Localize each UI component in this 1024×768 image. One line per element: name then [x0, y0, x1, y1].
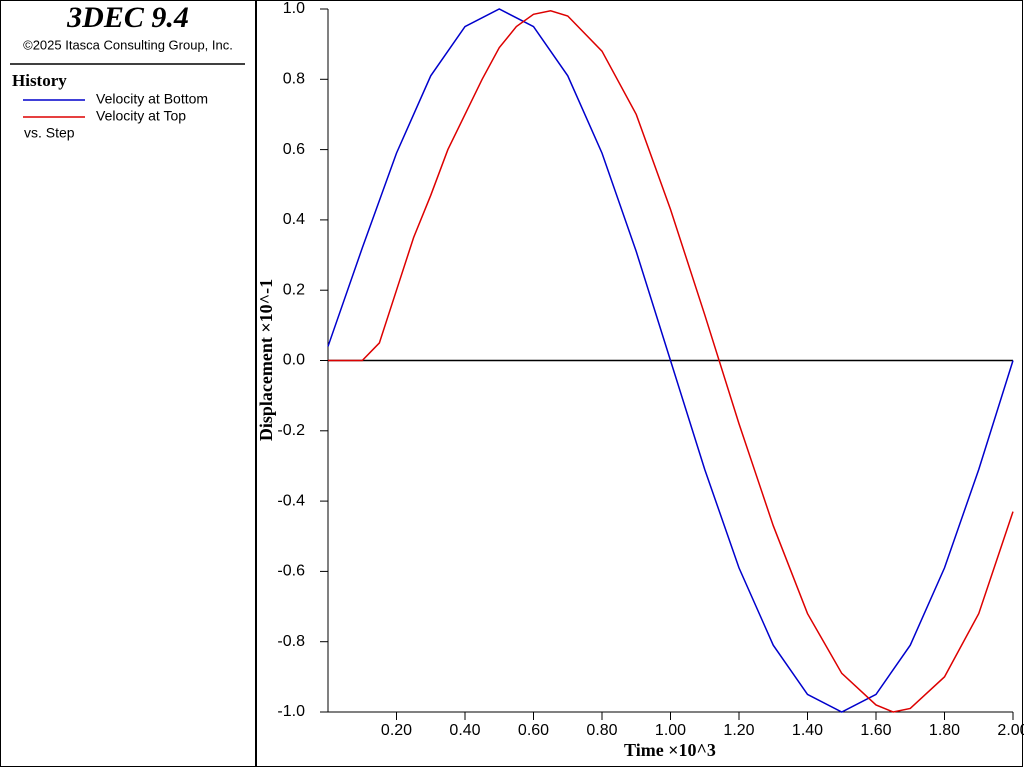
y-tick-label: 1.0 — [283, 0, 305, 17]
x-tick-label: 0.20 — [381, 722, 412, 739]
y-tick-label: 0.2 — [283, 281, 305, 298]
x-tick-label: 0.40 — [449, 722, 480, 739]
y-tick-label: 0.8 — [283, 71, 305, 88]
series-line — [328, 9, 1014, 713]
y-tick-label: -0.6 — [277, 563, 305, 580]
x-tick-label: 1.60 — [860, 722, 891, 739]
y-axis-label: Displacement ×10^-1 — [256, 279, 276, 441]
vs-label: vs. Step — [24, 125, 75, 141]
copyright: ©2025 Itasca Consulting Group, Inc. — [23, 37, 233, 52]
x-axis-label: Time ×10^3 — [624, 740, 716, 760]
y-tick-label: -1.0 — [277, 703, 305, 720]
x-tick-label: 2.00 — [997, 722, 1024, 739]
legend-label: Velocity at Top — [96, 108, 186, 124]
legend-label: Velocity at Bottom — [96, 91, 208, 107]
x-tick-label: 1.20 — [723, 722, 754, 739]
section-title: History — [12, 71, 67, 90]
y-tick-label: -0.2 — [277, 422, 305, 439]
info-panel — [0, 0, 256, 767]
app-title: 3DEC 9.4 — [66, 1, 189, 34]
y-tick-label: 0.4 — [283, 211, 305, 228]
x-tick-label: 0.80 — [586, 722, 617, 739]
y-tick-label: 0.0 — [283, 352, 305, 369]
x-tick-label: 1.00 — [655, 722, 686, 739]
series-line — [327, 8, 1014, 713]
x-tick-label: 0.60 — [518, 722, 549, 739]
y-tick-label: -0.8 — [277, 633, 305, 650]
x-tick-label: 1.80 — [929, 722, 960, 739]
plot-panel — [256, 0, 1023, 767]
y-tick-label: -0.4 — [277, 492, 305, 509]
y-tick-label: 0.6 — [283, 141, 305, 158]
x-tick-label: 1.40 — [792, 722, 823, 739]
